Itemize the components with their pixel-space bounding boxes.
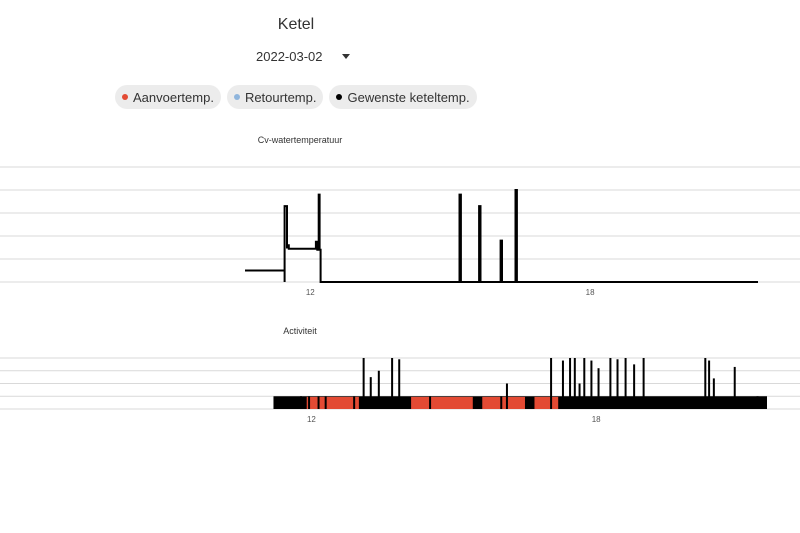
x-tick-label: 18 bbox=[592, 415, 601, 424]
temperature-chart: 12 18 bbox=[0, 166, 800, 297]
activity-chart: 12 18 bbox=[0, 357, 800, 424]
x-tick-label: 12 bbox=[306, 288, 315, 297]
legend-item-gewenste-keteltemp[interactable]: Gewenste keteltemp. bbox=[329, 85, 477, 109]
legend-dot-icon bbox=[122, 94, 128, 100]
legend-item-label: Gewenste keteltemp. bbox=[347, 89, 470, 105]
x-tick-label: 12 bbox=[307, 415, 316, 424]
activity-chart-title: Activiteit bbox=[283, 326, 317, 336]
legend-dot-icon bbox=[233, 94, 240, 100]
series-line bbox=[245, 189, 758, 283]
legend-item-label: Retourtemp. bbox=[244, 89, 317, 105]
activity-red-segment bbox=[534, 396, 559, 409]
legend: Aanvoertemp. Retourtemp. Gewenste ketelt… bbox=[115, 85, 477, 109]
activity-red-segment bbox=[411, 396, 473, 409]
activity-red-segment bbox=[482, 396, 525, 409]
legend-item-label: Aanvoertemp. bbox=[133, 89, 214, 105]
legend-item-retourtemp[interactable]: Retourtemp. bbox=[226, 85, 324, 109]
legend-item-aanvoertemp[interactable]: Aanvoertemp. bbox=[115, 85, 221, 109]
temperature-chart-title: Cv-watertemperatuur bbox=[257, 135, 343, 145]
caret-down-icon[interactable] bbox=[342, 53, 350, 59]
date-selector-value: 2022-03-02 bbox=[256, 48, 323, 64]
legend-dot-icon bbox=[336, 94, 343, 100]
date-selector[interactable]: 2022-03-02 bbox=[256, 45, 356, 67]
page-title: Ketel bbox=[277, 16, 315, 33]
x-tick-label: 18 bbox=[586, 288, 595, 297]
activity-red-segment bbox=[306, 396, 359, 409]
